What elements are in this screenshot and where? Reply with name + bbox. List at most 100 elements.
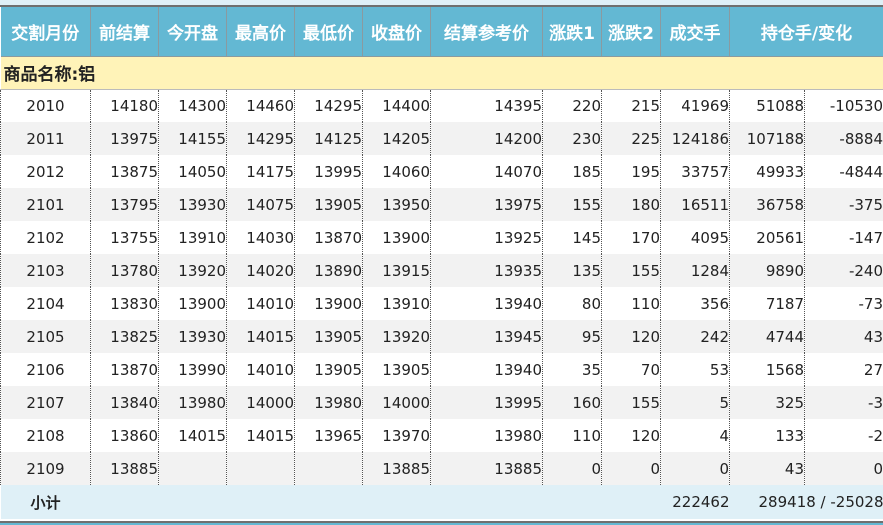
table-cell: -375 — [804, 188, 883, 221]
table-cell: 13910 — [362, 287, 431, 320]
table-cell: 14015 — [158, 419, 227, 452]
table-cell: 13905 — [294, 320, 363, 353]
table-row[interactable]: 2105 13825 13930 14015 13905 13920 13945 95 120 2… — [0, 320, 883, 353]
subtotal-volume: 222462 — [660, 485, 730, 519]
table-cell: 49933 — [729, 155, 805, 188]
column-header[interactable]: 收盘价 — [362, 7, 431, 57]
table-row[interactable]: 2103 13780 13920 14020 13890 13915 13935 135 155… — [0, 254, 883, 287]
table-cell: 14015 — [226, 320, 295, 353]
table-cell: 0 — [542, 452, 602, 485]
table-row[interactable]: 2109 13885 13885 13885 0 0 0 43 0 — [0, 452, 883, 485]
table-cell: 13885 — [362, 452, 431, 485]
bottom-strip — [0, 523, 883, 525]
table-cell: -147 — [804, 221, 883, 254]
table-cell: 13870 — [90, 353, 159, 386]
table-cell: 2109 — [0, 452, 91, 485]
column-header[interactable]: 前结算 — [90, 7, 159, 57]
table-row[interactable]: 2108 13860 14015 14015 13965 13970 13980 110 120… — [0, 419, 883, 452]
table-cell: 120 — [601, 419, 661, 452]
top-strip — [0, 0, 883, 5]
table-cell: 4744 — [729, 320, 805, 353]
table-row[interactable]: 2106 13870 13990 14010 13905 13905 13940 35 70 53… — [0, 353, 883, 386]
table-cell — [158, 452, 227, 485]
table-cell — [294, 452, 363, 485]
table-cell: -3 — [804, 386, 883, 419]
table-cell: 14155 — [158, 122, 227, 155]
table-row[interactable]: 2104 13830 13900 14010 13900 13910 13940 80 110 3… — [0, 287, 883, 320]
table-cell: 14010 — [226, 353, 295, 386]
table-cell: 14460 — [226, 89, 295, 122]
table-cell: 225 — [601, 122, 661, 155]
table-cell: 120 — [601, 320, 661, 353]
table-row[interactable]: 2011 13975 14155 14295 14125 14205 14200 230 225… — [0, 122, 883, 155]
column-header[interactable]: 今开盘 — [158, 7, 227, 57]
table-cell: 110 — [601, 287, 661, 320]
column-header[interactable]: 结算参考价 — [430, 7, 543, 57]
table-cell: 13900 — [362, 221, 431, 254]
column-header[interactable]: 最低价 — [294, 7, 363, 57]
table-cell: 155 — [542, 188, 602, 221]
table-cell: 13930 — [158, 320, 227, 353]
table-cell: 4095 — [660, 221, 730, 254]
table-cell: 170 — [601, 221, 661, 254]
table-cell: 13920 — [158, 254, 227, 287]
table-cell: 80 — [542, 287, 602, 320]
table-row[interactable]: 2107 13840 13980 14000 13980 14000 13995 160 155… — [0, 386, 883, 419]
table-cell: 155 — [601, 386, 661, 419]
table-cell: 4 — [660, 419, 730, 452]
table-cell: 14175 — [226, 155, 295, 188]
table-cell: 7187 — [729, 287, 805, 320]
table-cell: 14050 — [158, 155, 227, 188]
table-cell: 35 — [542, 353, 602, 386]
table-cell: 13980 — [294, 386, 363, 419]
table-cell: 14300 — [158, 89, 227, 122]
column-header[interactable]: 最高价 — [226, 7, 295, 57]
table-cell: 13930 — [158, 188, 227, 221]
product-row: 商品名称:铝 — [0, 56, 883, 90]
table-cell: -240 — [804, 254, 883, 287]
table-cell: 13995 — [430, 386, 543, 419]
header-row: 交割月份 前结算 今开盘 最高价 最低价 收盘价 结算参考价 涨跌1 涨跌2 成交手 持仓手/变化 — [0, 7, 883, 57]
table-cell: 133 — [729, 419, 805, 452]
column-header[interactable]: 涨跌1 — [542, 7, 602, 57]
table-cell: 107188 — [729, 122, 805, 155]
table-cell: 14010 — [226, 287, 295, 320]
table-cell: 95 — [542, 320, 602, 353]
table-cell: 14000 — [226, 386, 295, 419]
table-cell: 13905 — [362, 353, 431, 386]
table-cell: 14015 — [226, 419, 295, 452]
table-cell: 13980 — [430, 419, 543, 452]
table-cell: 13970 — [362, 419, 431, 452]
table-row[interactable]: 2101 13795 13930 14075 13905 13950 13975 155 180… — [0, 188, 883, 221]
table-row[interactable]: 2010 14180 14300 14460 14295 14400 14395 220 215… — [0, 89, 883, 122]
table-cell: 2107 — [0, 386, 91, 419]
table-cell: -4844 — [804, 155, 883, 188]
table-cell: 2104 — [0, 287, 91, 320]
table-cell: 185 — [542, 155, 602, 188]
table-cell: 180 — [601, 188, 661, 221]
product-name: 商品名称:铝 — [0, 56, 883, 90]
table-cell: 13915 — [362, 254, 431, 287]
table-cell: 14400 — [362, 89, 431, 122]
table-cell: 230 — [542, 122, 602, 155]
table-cell: -8884 — [804, 122, 883, 155]
column-header[interactable]: 涨跌2 — [601, 7, 661, 57]
table-cell: 13900 — [294, 287, 363, 320]
table-cell: 14000 — [362, 386, 431, 419]
table-cell: 41969 — [660, 89, 730, 122]
column-header[interactable]: 持仓手/变化 — [729, 7, 883, 57]
table-cell: 13940 — [430, 287, 543, 320]
column-header[interactable]: 交割月份 — [0, 7, 91, 57]
column-header[interactable]: 成交手 — [660, 7, 730, 57]
table-row[interactable]: 2012 13875 14050 14175 13995 14060 14070 185 195… — [0, 155, 883, 188]
table-cell: 14070 — [430, 155, 543, 188]
table-cell: 51088 — [729, 89, 805, 122]
table-cell: 13990 — [158, 353, 227, 386]
table-cell: 1284 — [660, 254, 730, 287]
table-cell: 242 — [660, 320, 730, 353]
table-row[interactable]: 2102 13755 13910 14030 13870 13900 13925 145 170… — [0, 221, 883, 254]
table-cell: 13795 — [90, 188, 159, 221]
table-cell: 36758 — [729, 188, 805, 221]
table-cell: 2102 — [0, 221, 91, 254]
table-cell: 110 — [542, 419, 602, 452]
